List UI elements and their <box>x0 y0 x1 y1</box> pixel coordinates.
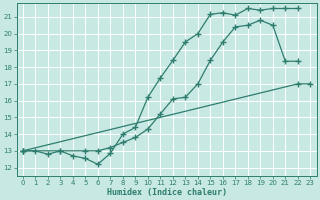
X-axis label: Humidex (Indice chaleur): Humidex (Indice chaleur) <box>107 188 227 197</box>
